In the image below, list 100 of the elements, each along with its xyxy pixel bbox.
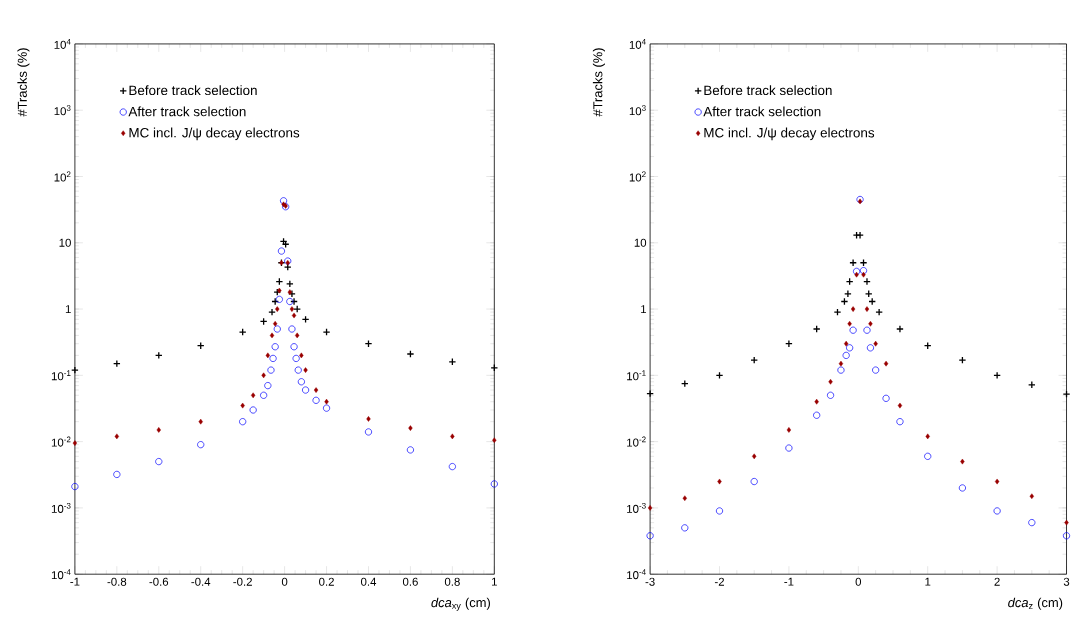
- y-tick-label: 10: [634, 238, 647, 247]
- point: [260, 391, 268, 399]
- point: [71, 482, 79, 491]
- point: [269, 354, 277, 362]
- point: [866, 344, 874, 352]
- point: [813, 411, 821, 419]
- point: [861, 271, 866, 278]
- x-axis-title: dca$_{xy}$ (cm): [431, 597, 490, 611]
- point: [71, 366, 79, 374]
- point: [958, 484, 966, 492]
- point: [1028, 519, 1036, 527]
- y-tick-label: 10$^{-2}$: [51, 436, 71, 447]
- point: [268, 308, 276, 316]
- point: [853, 267, 861, 275]
- point: [273, 320, 278, 327]
- point: [752, 453, 757, 460]
- point: [993, 507, 1001, 515]
- legend-label: MC incl. J/ψ decay electrons: [129, 127, 300, 141]
- point: [925, 433, 930, 440]
- point: [197, 441, 205, 449]
- y-tick-label: 1: [65, 305, 71, 313]
- point: [291, 312, 297, 319]
- x-tick-label: -0.8: [107, 577, 127, 586]
- y-tick-label: 10$^{2}$: [54, 171, 71, 182]
- point: [275, 295, 283, 303]
- point: [366, 416, 371, 422]
- point: [646, 532, 654, 540]
- point: [114, 433, 119, 440]
- point: [863, 326, 871, 334]
- point: [299, 352, 304, 359]
- legend-label: After track selection: [703, 106, 821, 117]
- point: [293, 305, 302, 313]
- point: [682, 495, 687, 501]
- y-tick-label: 10$^{-3}$: [51, 502, 71, 513]
- point: [849, 326, 857, 334]
- point: [1062, 532, 1071, 540]
- point: [406, 350, 415, 358]
- point: [847, 320, 852, 327]
- point: [827, 391, 835, 399]
- x-tick-label: -1: [784, 577, 794, 586]
- point: [292, 354, 300, 362]
- point: [924, 452, 932, 460]
- legend-label: After track selection: [128, 106, 246, 117]
- point: [844, 340, 849, 347]
- point: [155, 457, 163, 466]
- point: [1029, 493, 1034, 499]
- point: [882, 394, 890, 402]
- x-tick-label: 3: [1063, 577, 1070, 586]
- y-tick-label: 10$^{-1}$: [627, 370, 646, 381]
- point: [833, 308, 842, 316]
- point: [750, 356, 759, 364]
- point: [842, 351, 850, 359]
- point: [239, 418, 247, 426]
- point: [295, 332, 300, 339]
- point: [897, 402, 903, 409]
- point: [863, 277, 871, 286]
- y-tick-label: 10$^{-1}$: [51, 370, 71, 381]
- point: [289, 306, 295, 312]
- point: [812, 325, 821, 333]
- point: [646, 389, 654, 398]
- point: [323, 404, 331, 412]
- y-tick-label: 1: [641, 305, 647, 313]
- point: [364, 428, 373, 436]
- point: [273, 325, 281, 333]
- point: [322, 328, 331, 336]
- point: [72, 440, 78, 446]
- point: [896, 418, 904, 426]
- point: [785, 444, 793, 452]
- point: [238, 328, 247, 336]
- point: [251, 392, 256, 399]
- point: [750, 477, 758, 486]
- x-tick-label: -3: [645, 577, 655, 586]
- x-tick-label: 0.6: [402, 577, 418, 586]
- y-tick-label: 10$^{-4}$: [627, 569, 646, 580]
- x-tick-label: 0: [281, 577, 288, 586]
- point: [873, 340, 878, 347]
- point: [302, 386, 310, 394]
- x-tick-label: 0: [855, 577, 862, 586]
- point: [303, 367, 308, 373]
- x-tick-label: 0.2: [319, 577, 334, 586]
- point: [156, 427, 161, 433]
- legend-label: MC incl. J/ψ decay electrons: [704, 127, 875, 141]
- point: [275, 306, 280, 312]
- point: [271, 343, 279, 351]
- point: [313, 387, 319, 393]
- point: [994, 478, 1000, 485]
- point: [277, 247, 285, 255]
- point: [294, 366, 302, 374]
- x-axis-title: dca$_{z}$ (cm): [1008, 597, 1063, 610]
- point: [492, 437, 497, 443]
- point: [448, 462, 456, 471]
- y-tick-label: 10$^{4}$: [54, 38, 71, 49]
- y-axis-title: #Tracks (%): [17, 48, 30, 117]
- point: [859, 267, 868, 275]
- x-tick-label: 0.8: [444, 577, 460, 586]
- point: [406, 446, 414, 454]
- y-tick-label: 10$^{-3}$: [627, 502, 646, 513]
- point: [844, 289, 852, 298]
- y-tick-label: 10$^{-2}$: [627, 436, 646, 447]
- y-tick-label: 10$^{3}$: [629, 105, 646, 116]
